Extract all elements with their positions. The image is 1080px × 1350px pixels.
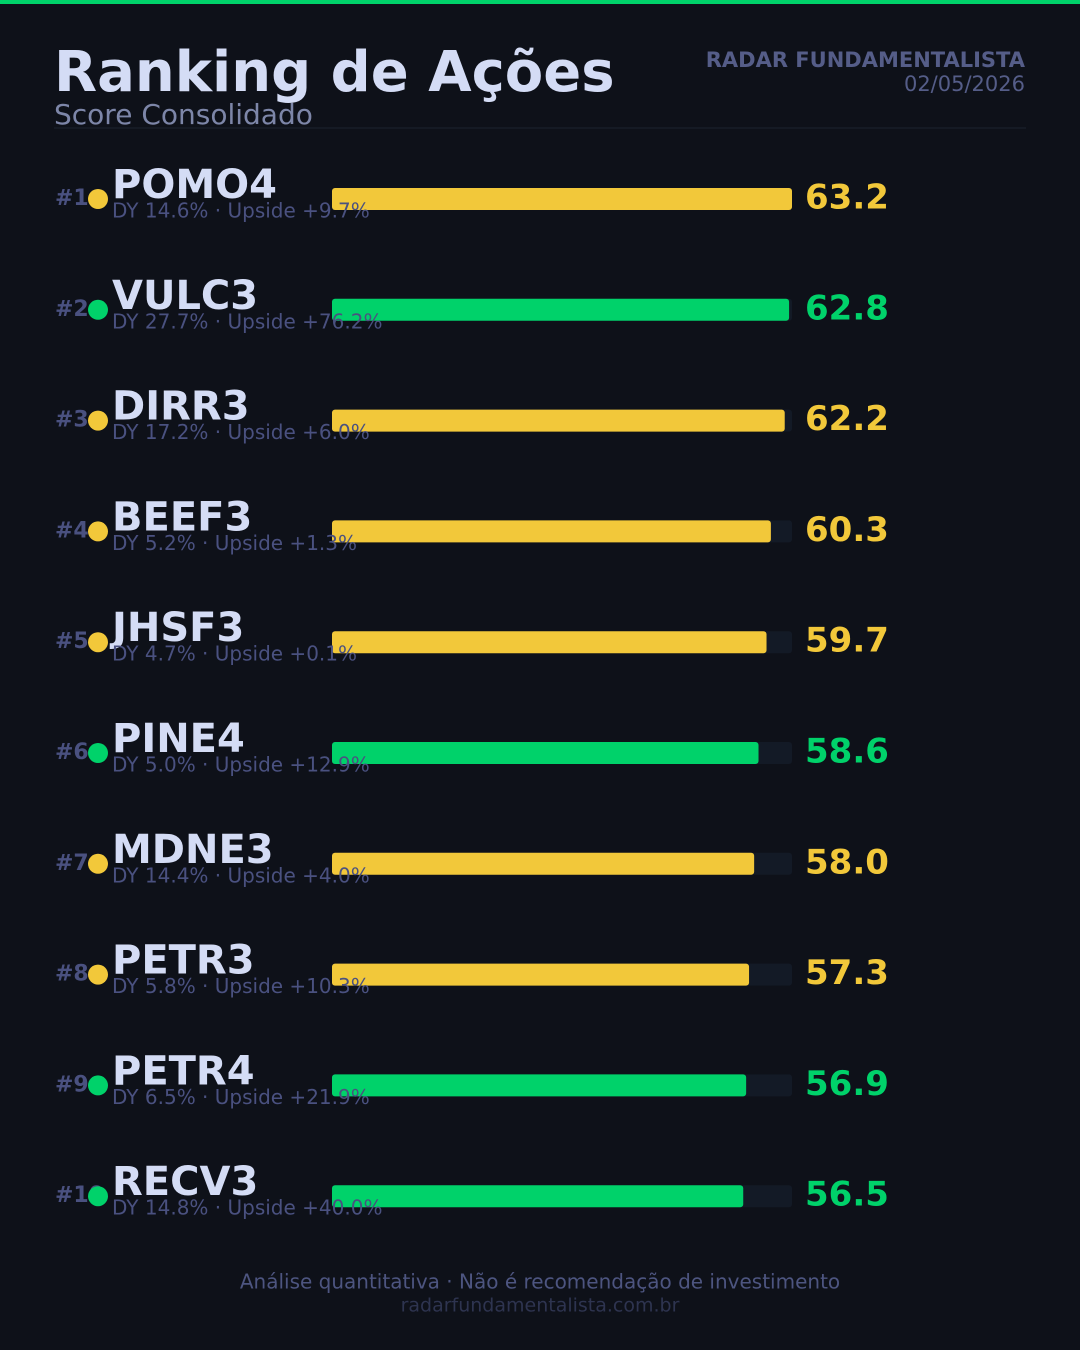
- value-label: 56.5: [805, 1175, 889, 1215]
- rank: #8: [55, 962, 89, 987]
- date: 02/05/2026: [904, 72, 1025, 96]
- status-dot: [88, 410, 108, 431]
- ticker: VULC3: [112, 273, 258, 319]
- chart-title: Ranking de Ações: [54, 40, 615, 105]
- ticker: DIRR3: [112, 384, 250, 430]
- status-dot: [88, 299, 108, 320]
- rank: #4: [55, 518, 89, 543]
- status-dot: [88, 853, 108, 874]
- detail: DY 14.4% · Upside +4.0%: [112, 863, 370, 887]
- status-dot: [88, 521, 108, 542]
- ticker: BEEF3: [112, 494, 252, 540]
- bar: [332, 409, 785, 432]
- ticker: MDNE3: [112, 827, 274, 873]
- ticker: RECV3: [112, 1159, 258, 1205]
- bar: [332, 520, 771, 543]
- value-label: 62.8: [805, 288, 889, 328]
- detail: DY 5.2% · Upside +1.3%: [112, 531, 357, 555]
- value-label: 56.9: [805, 1064, 889, 1104]
- value-label: 57.3: [805, 953, 889, 993]
- ticker: POMO4: [112, 162, 277, 208]
- status-dot: [88, 632, 108, 653]
- top-accent: [0, 0, 1080, 4]
- ticker: PETR4: [112, 1048, 255, 1094]
- rank: #5: [55, 629, 89, 654]
- detail: DY 4.7% · Upside +0.1%: [112, 642, 357, 666]
- detail: DY 27.7% · Upside +76.2%: [112, 309, 382, 333]
- bar: [332, 742, 759, 764]
- detail: DY 17.2% · Upside +6.0%: [112, 420, 370, 444]
- value-label: 59.7: [805, 621, 889, 661]
- value-label: 58.0: [805, 842, 889, 882]
- status-dot: [88, 189, 108, 209]
- value-label: 62.2: [805, 399, 889, 439]
- bar: [332, 852, 755, 875]
- detail: DY 5.0% · Upside +12.9%: [112, 753, 370, 777]
- value-label: 58.6: [805, 732, 889, 772]
- bar: [332, 631, 767, 654]
- ticker: PINE4: [112, 716, 245, 762]
- status-dot: [88, 1075, 108, 1096]
- website: radarfundamentalista.com.br: [401, 1295, 680, 1317]
- detail: DY 5.8% · Upside +10.3%: [112, 974, 370, 998]
- status-dot: [88, 1186, 108, 1207]
- status-dot: [88, 964, 108, 985]
- bar: [332, 298, 790, 321]
- detail: DY 14.6% · Upside +9.7%: [112, 199, 370, 223]
- bar: [332, 188, 792, 210]
- value-label: 60.3: [805, 510, 889, 550]
- rank: #6: [55, 740, 89, 765]
- rank: #3: [55, 408, 89, 433]
- ticker: PETR3: [112, 938, 255, 984]
- bar: [332, 1074, 747, 1097]
- bar: [332, 1185, 744, 1208]
- value-label: 63.2: [805, 178, 889, 218]
- rank: #9: [55, 1072, 89, 1097]
- rank: #7: [55, 851, 89, 876]
- brand: RADAR FUNDAMENTALISTA: [706, 48, 1026, 72]
- chart-subtitle: Score Consolidado: [54, 98, 313, 131]
- rank: #2: [55, 297, 89, 322]
- ticker: JHSF3: [109, 605, 244, 651]
- status-dot: [88, 743, 108, 763]
- footer: Análise quantitativa · Não é recomendaçã…: [240, 1270, 840, 1294]
- detail: DY 14.8% · Upside +40.0%: [112, 1196, 382, 1220]
- detail: DY 6.5% · Upside +21.9%: [112, 1085, 370, 1109]
- rank: #1: [55, 186, 89, 211]
- bar: [332, 963, 750, 986]
